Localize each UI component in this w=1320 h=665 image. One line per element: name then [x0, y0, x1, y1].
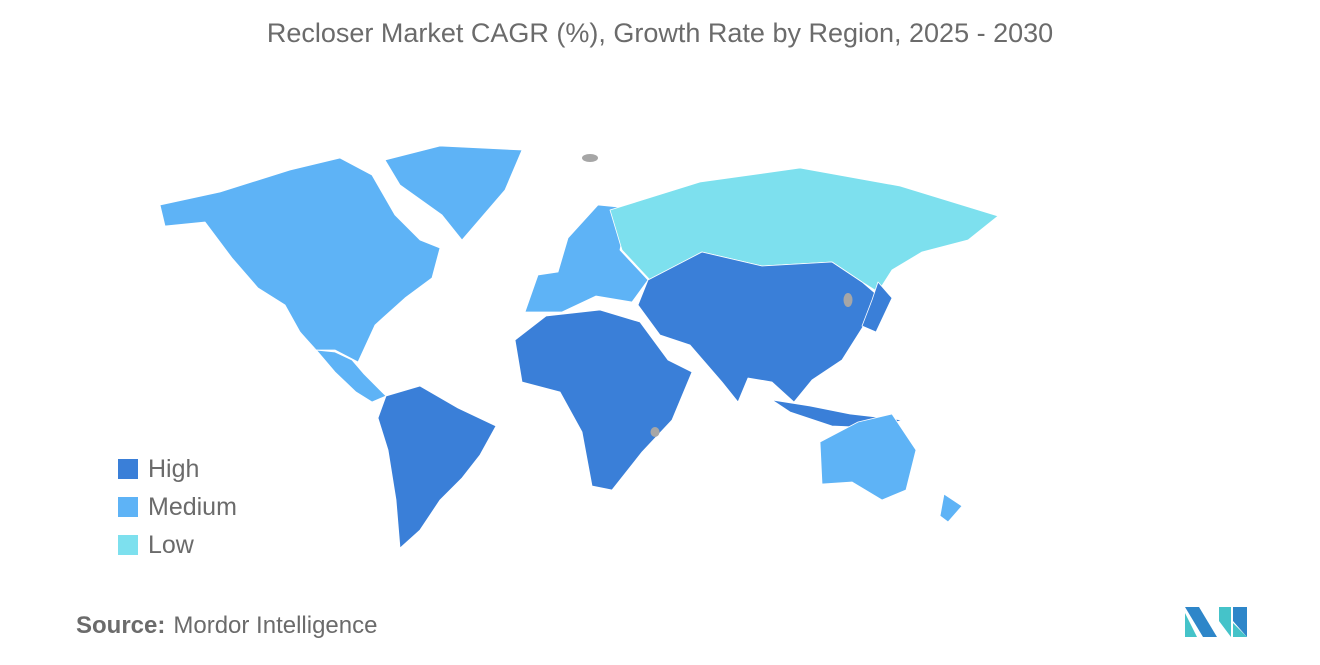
region-asia [637, 251, 877, 403]
region-south-america [377, 385, 497, 549]
region-north-america [159, 157, 441, 363]
legend: High Medium Low [118, 450, 237, 564]
legend-item-high: High [118, 450, 237, 488]
region-japan [861, 281, 893, 333]
region-new-zealand [939, 493, 963, 523]
region-australia [819, 413, 917, 501]
legend-item-low: Low [118, 526, 237, 564]
legend-swatch-low [118, 535, 138, 555]
legend-swatch-medium [118, 497, 138, 517]
mordor-logo-icon [1185, 607, 1247, 637]
source-value: Mordor Intelligence [173, 612, 378, 639]
legend-label: Medium [148, 492, 237, 521]
source-note: Source: Mordor Intelligence [76, 612, 377, 640]
legend-swatch-high [118, 459, 138, 479]
region-no-data [843, 293, 853, 307]
region-no-data [582, 154, 598, 162]
legend-item-medium: Medium [118, 488, 237, 526]
legend-label: High [148, 454, 200, 483]
region-no-data [650, 427, 660, 437]
source-label: Source: [76, 612, 166, 639]
region-greenland [384, 145, 523, 241]
legend-label: Low [148, 530, 194, 559]
chart-title: Recloser Market CAGR (%), Growth Rate by… [266, 18, 1054, 48]
